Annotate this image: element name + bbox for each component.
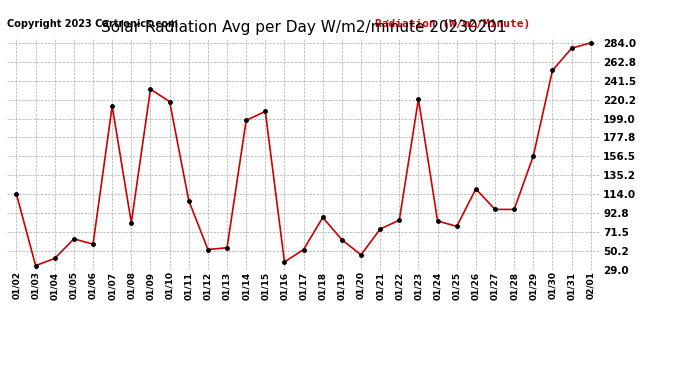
Title: Solar Radiation Avg per Day W/m2/minute 20230201: Solar Radiation Avg per Day W/m2/minute … xyxy=(101,20,506,35)
Text: Radiation (W/m2/Minute): Radiation (W/m2/Minute) xyxy=(375,19,530,29)
Text: Copyright 2023 Cartronics.com: Copyright 2023 Cartronics.com xyxy=(7,19,178,29)
